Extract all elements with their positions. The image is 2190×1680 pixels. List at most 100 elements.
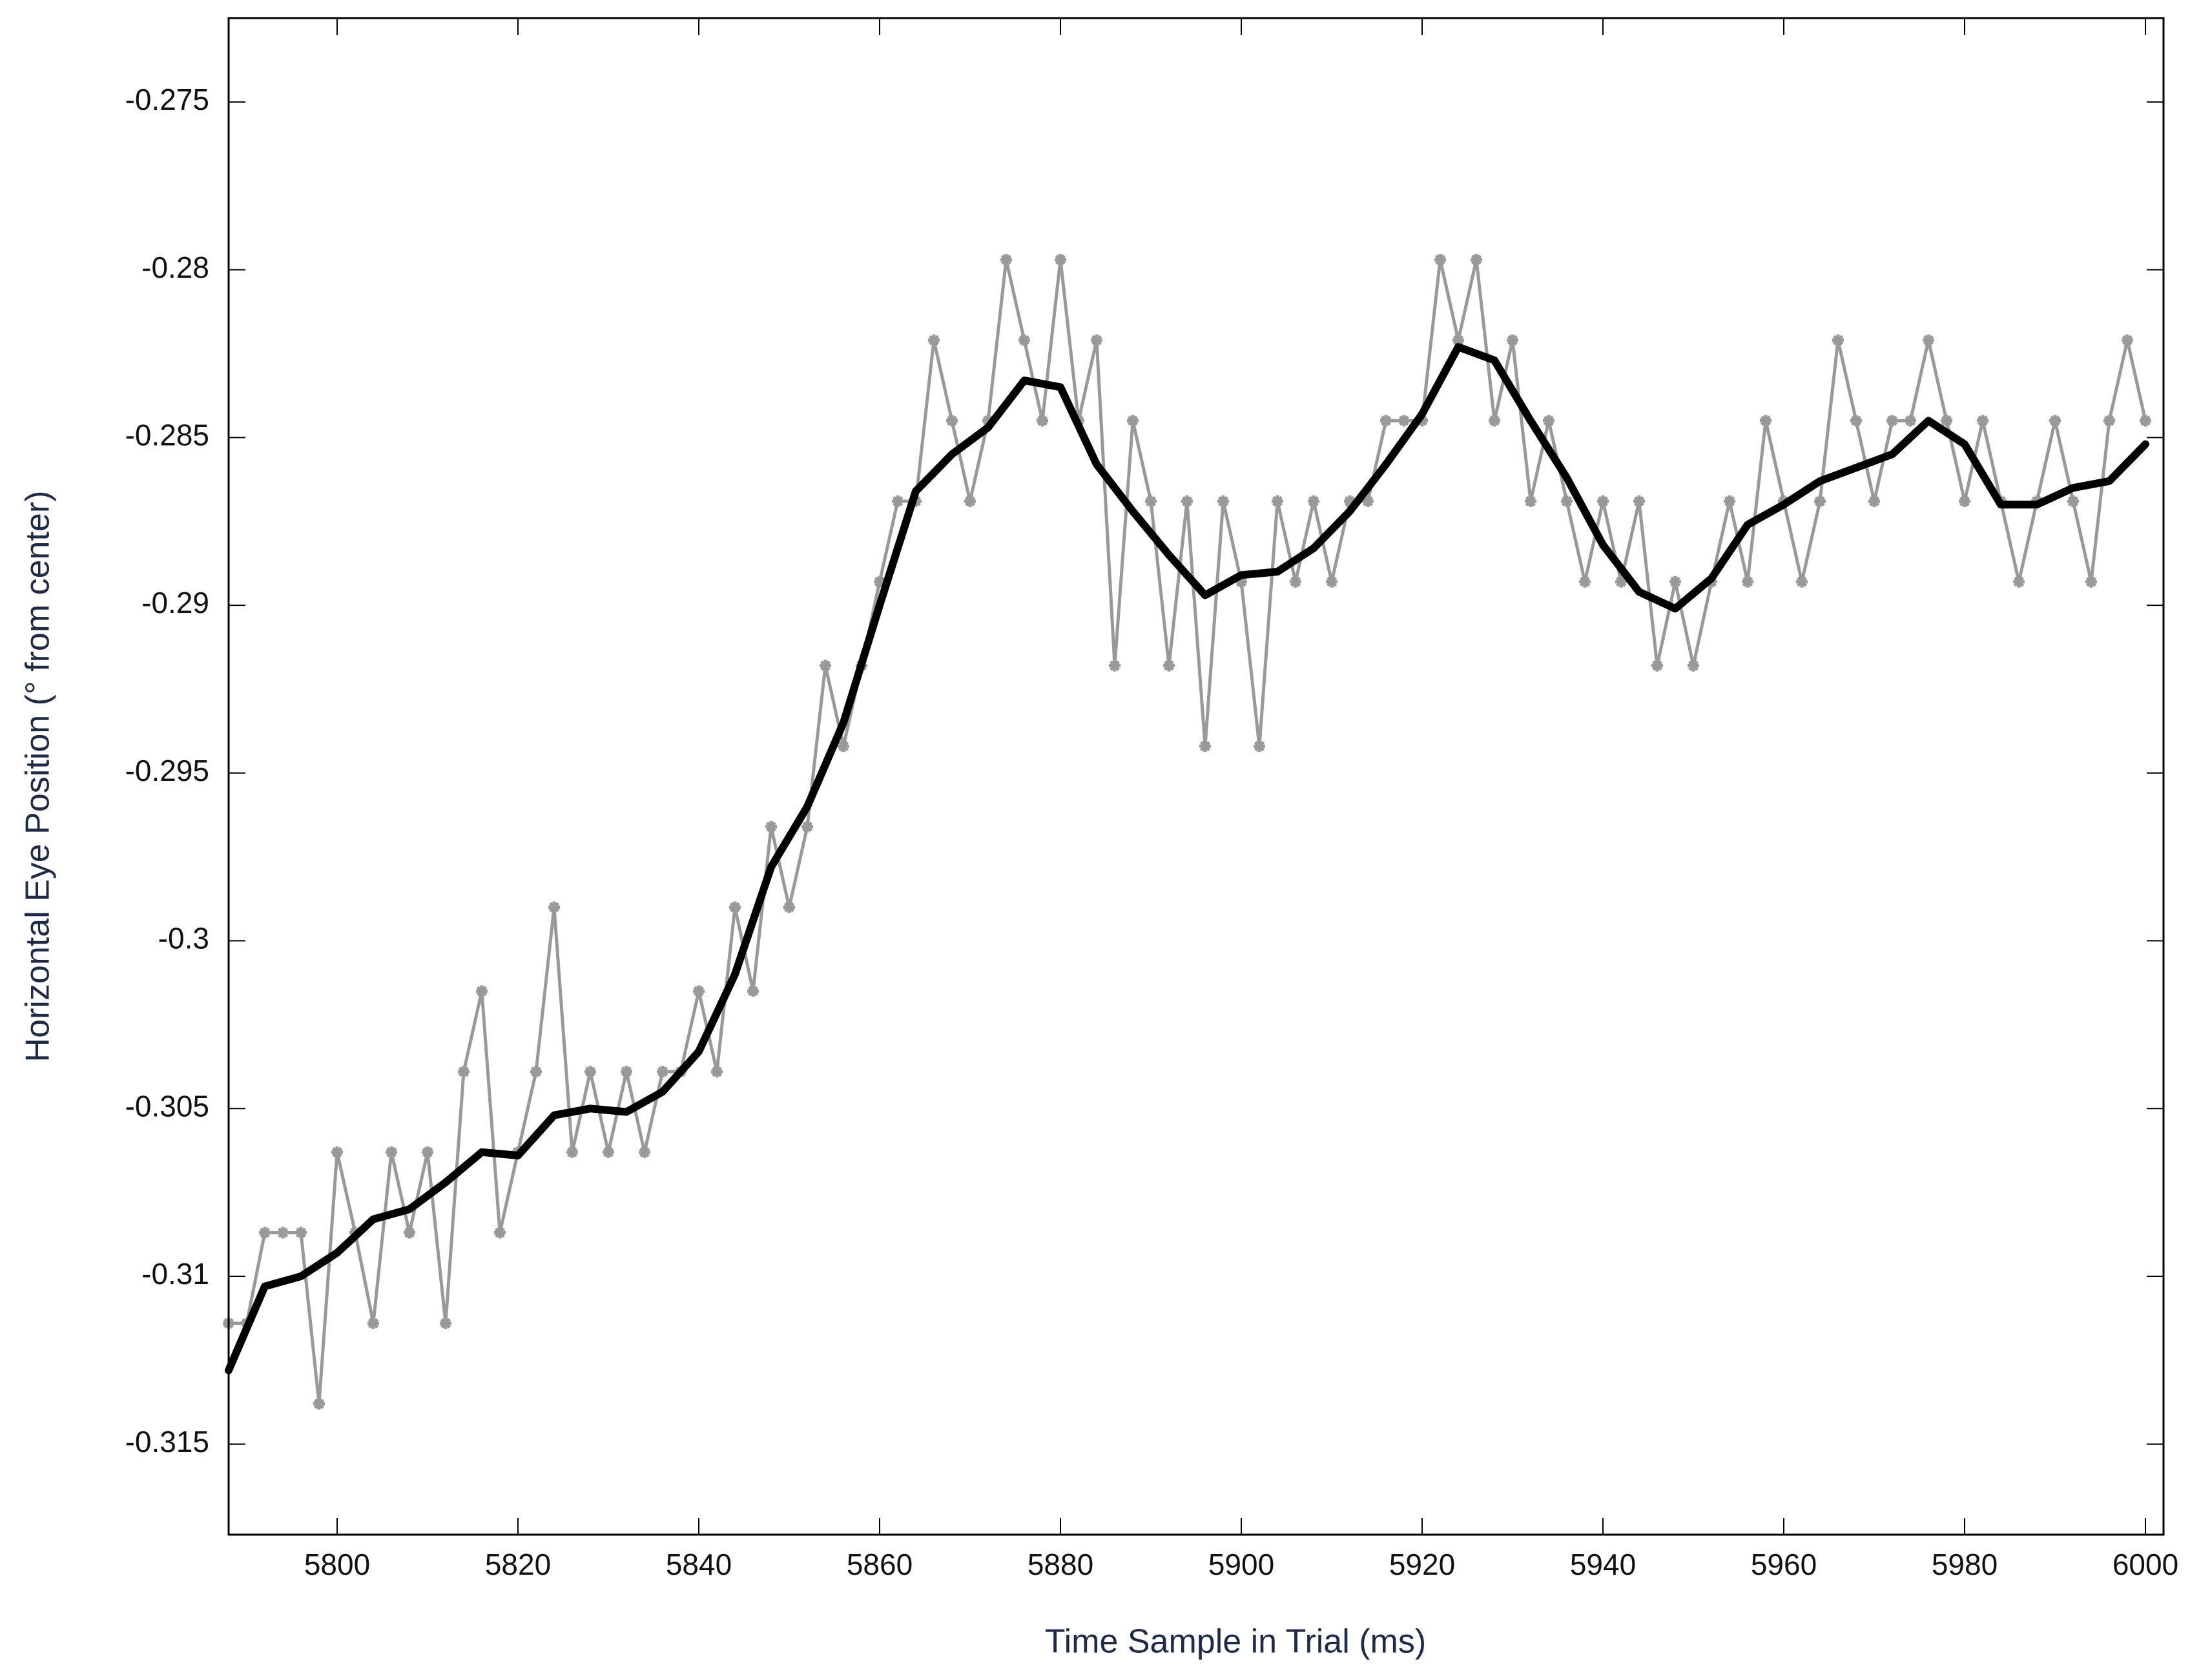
y-tick-label: -0.31 [141,1257,209,1291]
data-marker [1489,415,1500,427]
data-marker [1308,495,1319,508]
data-marker [874,576,885,588]
data-marker [1055,254,1066,266]
data-marker [1633,495,1645,508]
x-tick-label: 5840 [666,1548,732,1581]
data-marker [1886,415,1898,427]
data-marker [765,820,777,833]
data-line [225,343,2149,1374]
y-tick-label: -0.295 [125,754,209,787]
data-marker [1543,415,1555,427]
data-marker [1724,495,1735,508]
data-marker [422,1146,433,1158]
data-marker [603,1146,614,1158]
y-axis-label: Horizontal Eye Position (° from center) [19,491,57,1063]
data-marker [2049,415,2061,427]
data-marker [1434,254,1446,266]
data-marker [440,1317,451,1329]
data-marker [1000,254,1012,266]
data-marker [801,820,813,833]
data-marker [1452,334,1464,346]
x-tick-label: 5980 [1932,1548,1998,1581]
data-marker [928,334,940,346]
data-marker [1127,415,1139,427]
data-marker [1398,415,1410,427]
data-marker [386,1146,397,1158]
data-marker [1850,415,1862,427]
data-marker [1814,495,1826,508]
data-marker [1760,415,1772,427]
data-marker [693,985,705,997]
data-marker [964,495,976,508]
data-marker [1905,415,1916,427]
y-tick-label: -0.28 [141,251,209,284]
y-tick-label: -0.285 [125,418,209,451]
data-marker [2103,415,2115,427]
data-marker [458,1066,470,1078]
y-tick-label: -0.305 [125,1089,209,1123]
data-marker [1018,334,1030,346]
data-marker [277,1227,289,1239]
data-marker [1362,495,1374,508]
data-marker [1471,254,1482,266]
data-marker [1344,495,1356,508]
x-axis-label: Time Sample in Trial (ms) [1045,1623,1426,1661]
x-tick-label: 5800 [304,1548,370,1581]
data-marker [1507,334,1518,346]
data-marker [295,1227,307,1239]
data-marker [1217,495,1229,508]
data-marker [1796,576,1808,588]
data-marker [1145,495,1157,508]
data-marker [892,495,904,508]
data-marker [1561,495,1573,508]
y-tick-label: -0.29 [141,586,209,619]
data-marker [639,1146,650,1158]
data-marker [2140,415,2151,427]
data-marker [1651,659,1663,672]
data-marker [1254,740,1265,752]
data-marker [2067,495,2079,508]
data-marker [331,1146,343,1158]
x-tick-label: 5880 [1028,1548,1093,1581]
data-marker [1688,659,1699,672]
data-marker [1109,659,1121,672]
data-marker [1579,576,1591,588]
data-marker [1181,495,1193,508]
x-tick-label: 5860 [847,1548,913,1581]
data-marker [783,901,795,913]
data-marker [2013,576,2025,588]
data-marker [566,1146,578,1158]
data-marker [530,1066,542,1078]
data-marker [1977,415,1989,427]
data-marker [1235,576,1247,588]
data-marker [2085,576,2097,588]
x-tick-label: 5900 [1208,1548,1274,1581]
data-marker [820,659,831,672]
data-marker [1597,495,1609,508]
x-tick-label: 5920 [1389,1548,1455,1581]
data-marker [1742,576,1753,588]
data-marker [657,1066,668,1078]
data-marker [946,415,958,427]
data-marker [711,1066,723,1078]
x-tick-label: 5960 [1751,1548,1817,1581]
y-tick-label: -0.3 [158,922,209,955]
data-marker [476,985,488,997]
data-marker [1941,415,1952,427]
data-marker [584,1066,596,1078]
data-marker [404,1227,415,1239]
data-marker [548,901,560,913]
data-marker [1380,415,1392,427]
data-marker [2122,334,2133,346]
plot-frame [227,17,2165,1536]
data-marker [838,740,849,752]
data-marker [621,1066,632,1078]
data-marker [1091,334,1102,346]
data-marker [1326,576,1338,588]
y-tick-label: -0.275 [125,83,209,116]
data-marker [1416,415,1428,427]
data-marker [259,1227,271,1239]
